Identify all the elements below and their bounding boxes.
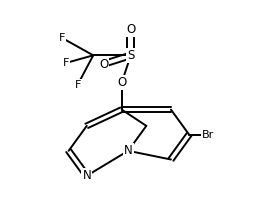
Text: F: F [75, 80, 81, 90]
Text: N: N [82, 169, 91, 182]
Text: S: S [127, 49, 134, 62]
Text: O: O [126, 23, 135, 36]
Text: F: F [63, 58, 69, 68]
Text: O: O [99, 58, 108, 71]
Text: Br: Br [202, 130, 215, 140]
Text: O: O [117, 76, 126, 89]
Text: N: N [124, 144, 133, 157]
Text: F: F [59, 33, 65, 43]
